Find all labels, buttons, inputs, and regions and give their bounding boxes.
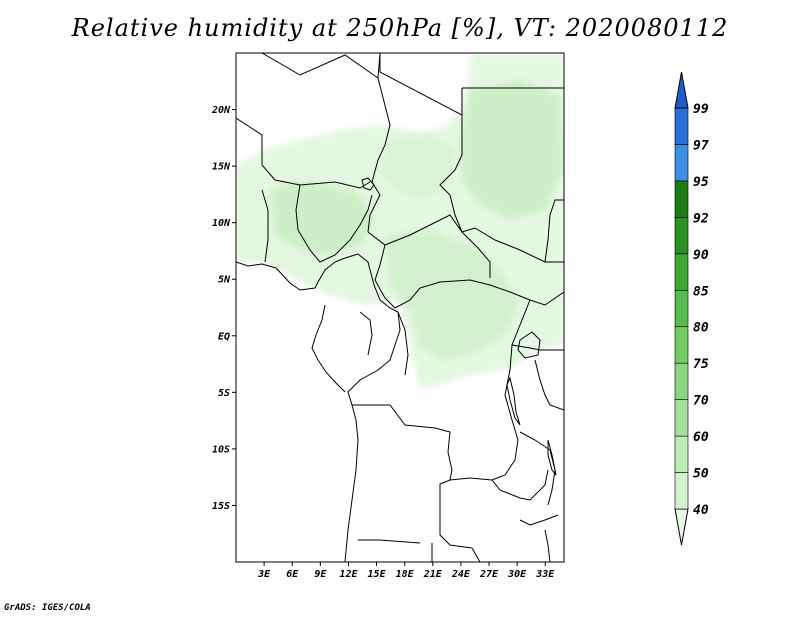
colorbar-label: 40	[693, 503, 709, 518]
lake-victoria	[517, 331, 541, 359]
border-cameroon-car	[367, 231, 564, 309]
colorbar-segment	[674, 362, 689, 400]
colorbar-segment	[674, 180, 689, 218]
border-congo-drc	[359, 311, 409, 376]
border-drc-east	[491, 299, 531, 481]
lat-tick-label: 20N	[211, 105, 231, 116]
colorbar-label: 60	[693, 430, 709, 445]
colorbar-label: 99	[693, 102, 709, 117]
border-chad-sudan	[461, 87, 564, 115]
country-borders	[236, 53, 564, 562]
colorbar-segment	[674, 508, 689, 546]
colorbar-label: 85	[693, 284, 709, 299]
lon-tick-label: 24E	[451, 569, 471, 580]
lon-tick-label: 9E	[314, 569, 327, 580]
lat-tick-label: 15S	[212, 501, 230, 512]
lake-chad	[361, 177, 375, 191]
border-algeria-niger	[261, 53, 381, 79]
humidity-field	[236, 53, 564, 388]
colorbar-label: 70	[693, 394, 709, 409]
lat-tick-label: 10N	[212, 218, 231, 229]
humidity-region-inner-north	[270, 180, 375, 255]
lat-tick-label: 15N	[212, 162, 231, 173]
humidity-region-sahel	[380, 135, 455, 200]
lat-tick-label: 10S	[212, 444, 230, 455]
colorbar-label: 95	[693, 175, 709, 190]
colorbar-segment	[674, 399, 689, 437]
colorbar-segment	[674, 71, 689, 109]
colorbar-label: 90	[693, 248, 709, 263]
colorbar-segment	[674, 253, 689, 291]
lat-tick-label: 5S	[218, 388, 230, 399]
colorbar-segment	[674, 144, 689, 182]
border-car-chad	[384, 214, 491, 278]
border-nigeria	[261, 184, 373, 263]
lon-tick-label: 15E	[368, 569, 387, 580]
colorbar-segment	[674, 217, 689, 255]
colorbar-label: 50	[693, 467, 709, 482]
longitude-axis: 3E 6E 9E 12E 15E 18E 21E 24E 27E 30E 33E	[257, 562, 555, 580]
coastline-gabon-congo	[311, 304, 346, 393]
colorbar-segment	[674, 289, 689, 328]
humidity-region-inner-east	[460, 80, 564, 220]
chart-title: Relative humidity at 250hPa [%], VT: 202…	[71, 14, 729, 42]
colorbar-label: 92	[693, 211, 709, 226]
humidity-region-inner-central	[385, 230, 520, 360]
colorbar-segment	[674, 435, 689, 473]
border-zambia	[449, 469, 549, 501]
border-mali-niger	[236, 117, 371, 189]
map-frame	[235, 52, 565, 563]
lat-tick-label: 5N	[218, 275, 231, 286]
lon-tick-label: 12E	[339, 569, 358, 580]
lake-malawi	[547, 439, 557, 476]
colorbar: 40 50 60 70 75 80 85 90 92 95 97 99	[674, 71, 709, 546]
colorbar-label: 80	[693, 321, 709, 336]
lon-tick-label: 3E	[257, 569, 271, 580]
border-angola	[352, 404, 473, 549]
border-sudan-south-sudan	[461, 199, 564, 263]
lon-tick-label: 33E	[535, 569, 555, 580]
lon-tick-label: 27E	[479, 569, 499, 580]
lake-tanganyika	[506, 376, 521, 426]
lon-tick-label: 30E	[507, 569, 527, 580]
credit-label: GrADS: IGES/COLA	[4, 603, 91, 613]
border-southern-africa	[431, 514, 559, 562]
lon-tick-label: 21E	[423, 569, 443, 580]
colorbar-label: 75	[693, 357, 709, 372]
lat-tick-label: EQ	[218, 331, 230, 342]
coastline-central-africa	[344, 311, 401, 562]
border-niger-chad	[367, 77, 391, 233]
border-libya-chad	[379, 53, 463, 233]
colorbar-segment	[674, 472, 689, 510]
lon-tick-label: 18E	[396, 569, 415, 580]
colorbar-segment	[674, 326, 689, 364]
coastline-west-africa	[236, 253, 399, 313]
latitude-axis: 20N 15N 10N 5N EQ 5S 10S 15S	[211, 105, 236, 512]
colorbar-label: 97	[693, 138, 709, 153]
lon-tick-label: 6E	[286, 569, 299, 580]
colorbar-segment	[674, 107, 689, 145]
